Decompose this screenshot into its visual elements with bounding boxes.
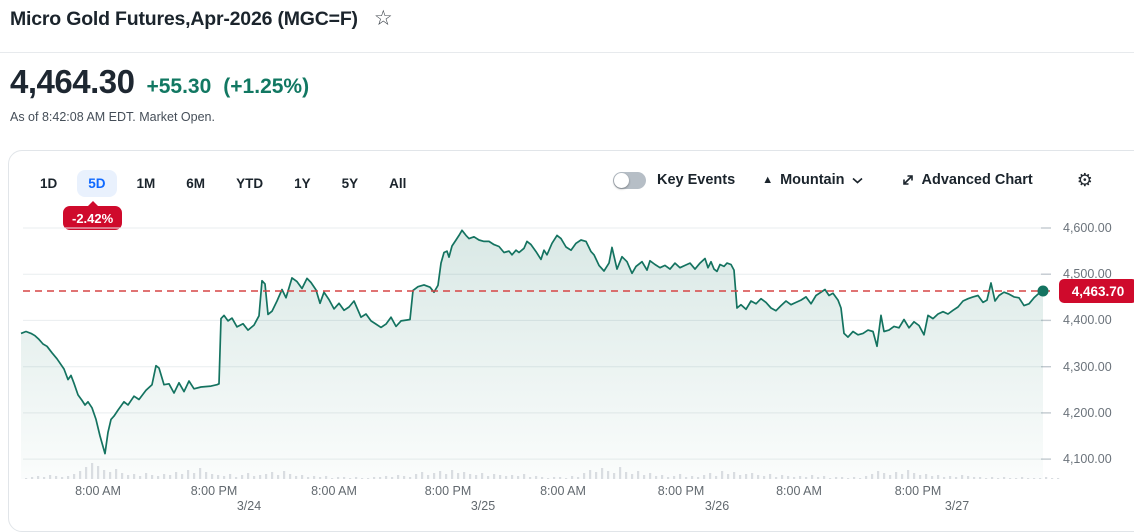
x-axis-label: 8:00 PM bbox=[894, 484, 942, 498]
range-tabs: 1D 5D 1M 6M YTD 1Y 5Y All bbox=[29, 170, 426, 197]
current-price-badge: 4,463.70 bbox=[1059, 279, 1134, 303]
tab-1d[interactable]: 1D bbox=[29, 170, 68, 197]
tab-ytd[interactable]: YTD bbox=[225, 170, 274, 197]
tab-1y[interactable]: 1Y bbox=[283, 170, 322, 197]
price-change-percent: (+1.25%) bbox=[223, 75, 310, 98]
tab-1m[interactable]: 1M bbox=[126, 170, 167, 197]
gear-icon[interactable]: ⚙ bbox=[1076, 170, 1093, 190]
advanced-chart-link[interactable]: Advanced Chart bbox=[901, 172, 1033, 188]
y-axis-label: 4,300.00 bbox=[1063, 360, 1112, 374]
chart-type-label: Mountain bbox=[780, 172, 845, 188]
y-axis-label: 4,500.00 bbox=[1063, 267, 1112, 281]
x-axis-label: 8:00 PM bbox=[190, 484, 238, 498]
chart-controls: Key Events ▲ Mountain Advanced Chart ⚙ bbox=[613, 171, 1093, 189]
price-chart-svg[interactable] bbox=[9, 201, 1069, 526]
tab-5y[interactable]: 5Y bbox=[331, 170, 370, 197]
x-axis-label: 8:00 PM bbox=[424, 484, 472, 498]
price-value: 4,464.30 bbox=[10, 63, 135, 100]
chart-type-dropdown[interactable]: ▲ Mountain bbox=[762, 172, 863, 188]
range-change-value: -2.42% bbox=[72, 211, 114, 226]
price-row: 4,464.30 +55.30 (+1.25%) bbox=[10, 63, 309, 101]
tab-6m[interactable]: 6M bbox=[175, 170, 216, 197]
x-axis-date-label: 3/27 bbox=[944, 499, 970, 513]
price-change: +55.30 bbox=[146, 75, 212, 98]
x-axis-date-label: 3/24 bbox=[236, 499, 262, 513]
x-axis-label: 8:00 AM bbox=[75, 484, 121, 498]
mountain-icon: ▲ bbox=[762, 173, 774, 186]
chevron-down-icon bbox=[851, 177, 863, 184]
y-axis-label: 4,600.00 bbox=[1063, 221, 1112, 235]
key-events-toggle[interactable] bbox=[613, 171, 646, 189]
tab-5d[interactable]: 5D bbox=[77, 170, 117, 197]
page-title: Micro Gold Futures,Apr-2026 (MGC=F) bbox=[10, 8, 358, 30]
y-axis-label: 4,200.00 bbox=[1063, 406, 1112, 420]
star-icon[interactable]: ☆ bbox=[373, 7, 393, 30]
as-of-text: As of 8:42:08 AM EDT. Market Open. bbox=[10, 110, 215, 124]
x-axis-label: 8:00 AM bbox=[311, 484, 357, 498]
x-axis-label: 8:00 AM bbox=[540, 484, 586, 498]
header-divider bbox=[0, 52, 1134, 53]
chart-card: 1D 5D 1M 6M YTD 1Y 5Y All Key Events ▲ M… bbox=[8, 150, 1134, 532]
tab-all[interactable]: All bbox=[378, 170, 417, 197]
title-row: Micro Gold Futures,Apr-2026 (MGC=F) ☆ bbox=[10, 8, 393, 31]
x-axis-label: 8:00 PM bbox=[657, 484, 705, 498]
range-change-badge: -2.42% bbox=[63, 201, 123, 230]
y-axis-label: 4,400.00 bbox=[1063, 313, 1112, 327]
x-axis-date-label: 3/26 bbox=[704, 499, 730, 513]
x-axis-date-label: 3/25 bbox=[470, 499, 496, 513]
y-axis-label: 4,100.00 bbox=[1063, 452, 1112, 466]
series-layer bbox=[20, 229, 1060, 479]
badge-caret-icon bbox=[87, 201, 99, 207]
key-events-label: Key Events bbox=[657, 172, 736, 188]
expand-arrows-icon bbox=[902, 175, 913, 185]
x-axis-label: 8:00 AM bbox=[776, 484, 822, 498]
advanced-chart-label: Advanced Chart bbox=[921, 172, 1033, 188]
toggle-knob bbox=[614, 172, 629, 188]
